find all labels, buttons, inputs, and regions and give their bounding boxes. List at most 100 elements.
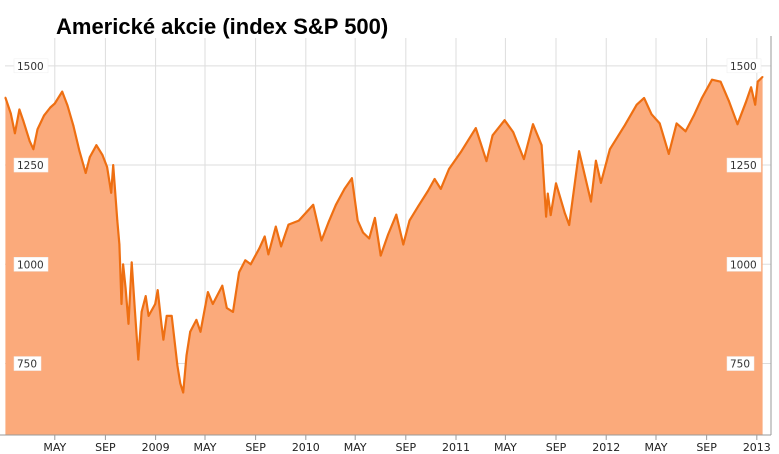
data-point — [49, 106, 52, 109]
data-point — [711, 78, 713, 81]
data-point — [532, 123, 534, 126]
data-point — [549, 214, 552, 216]
data-point — [623, 124, 626, 127]
data-point — [211, 303, 214, 305]
data-point — [578, 150, 580, 153]
data-point — [658, 122, 661, 125]
y-tick-label-right-box — [726, 58, 762, 74]
data-point — [448, 168, 450, 170]
data-point — [356, 219, 359, 222]
data-point — [362, 231, 364, 234]
data-point — [667, 153, 670, 155]
data-point — [512, 131, 515, 134]
data-point — [756, 80, 759, 83]
x-tick-label: MAY — [344, 441, 367, 454]
data-point — [460, 150, 463, 153]
data-point — [84, 172, 87, 174]
data-point — [206, 291, 209, 293]
data-point — [408, 219, 411, 222]
data-point — [134, 311, 136, 313]
x-tick-label: 2011 — [442, 441, 470, 454]
y-tick-label-right-box — [726, 356, 755, 371]
data-point — [258, 247, 261, 250]
y-tick-label-left-box — [13, 157, 49, 173]
data-point — [395, 213, 398, 216]
data-point — [130, 261, 133, 264]
data-point — [474, 127, 477, 130]
data-point — [684, 130, 687, 133]
y-tick-label-left: 1500 — [17, 61, 44, 73]
x-tick-label: MAY — [494, 441, 517, 454]
data-point — [297, 219, 300, 222]
data-point — [244, 259, 247, 262]
data-point — [32, 148, 35, 151]
data-point — [176, 364, 179, 367]
data-point — [221, 284, 224, 287]
axis-layer — [0, 36, 772, 440]
data-point — [189, 330, 192, 333]
y-tick-label-left: 1250 — [17, 160, 44, 172]
data-point — [72, 124, 75, 127]
data-point — [147, 315, 150, 317]
data-point — [761, 76, 764, 78]
data-point — [61, 90, 64, 93]
data-point — [750, 86, 752, 89]
data-point — [563, 211, 566, 214]
data-point — [267, 253, 270, 256]
data-point — [4, 96, 7, 99]
x-tick-label: 2009 — [142, 441, 170, 454]
x-tick-label: MAY — [194, 441, 217, 454]
data-point — [503, 119, 506, 122]
data-point — [320, 239, 323, 242]
data-point — [185, 354, 188, 357]
chart-title: Americké akcie (index S&P 500) — [56, 14, 389, 39]
x-tick-label: SEP — [245, 441, 266, 454]
x-tick-label: SEP — [546, 441, 567, 454]
data-point — [110, 191, 113, 194]
data-point — [101, 154, 104, 157]
data-point — [144, 295, 147, 297]
y-tick-label-right-box — [726, 157, 762, 173]
y-tick-label-left-box — [13, 58, 49, 74]
data-point — [156, 289, 159, 292]
data-point — [274, 225, 277, 228]
data-point — [88, 156, 91, 159]
data-point — [154, 303, 157, 305]
data-point — [485, 160, 488, 162]
x-tick-label: MAY — [43, 441, 66, 454]
data-point — [170, 315, 173, 317]
data-point — [124, 287, 127, 290]
data-point — [160, 322, 163, 325]
y-tick-label-left-box — [13, 257, 49, 272]
data-point — [122, 263, 125, 266]
data-point — [643, 97, 645, 99]
data-point — [95, 144, 98, 147]
data-point — [402, 243, 405, 246]
y-tick-label-right: 1250 — [730, 160, 757, 172]
x-tick-label: MAY — [645, 441, 668, 454]
data-point — [417, 205, 420, 208]
data-point — [182, 391, 185, 394]
data-point — [719, 80, 722, 83]
data-point — [334, 203, 337, 206]
data-point — [545, 215, 548, 218]
data-point — [179, 382, 182, 385]
data-point — [368, 237, 371, 240]
data-point — [120, 303, 123, 305]
data-point — [232, 311, 234, 313]
data-point — [540, 144, 543, 147]
data-point — [13, 132, 16, 135]
x-tick-label: SEP — [696, 441, 717, 454]
data-point — [106, 166, 108, 168]
data-point — [387, 233, 390, 236]
data-point — [9, 112, 12, 115]
data-point — [280, 245, 283, 248]
y-tick-label-left-box — [13, 356, 42, 371]
data-point — [599, 182, 602, 184]
data-point — [112, 164, 115, 166]
data-point — [590, 200, 592, 203]
data-point — [439, 187, 442, 190]
x-tick-label: 2013 — [743, 441, 771, 454]
